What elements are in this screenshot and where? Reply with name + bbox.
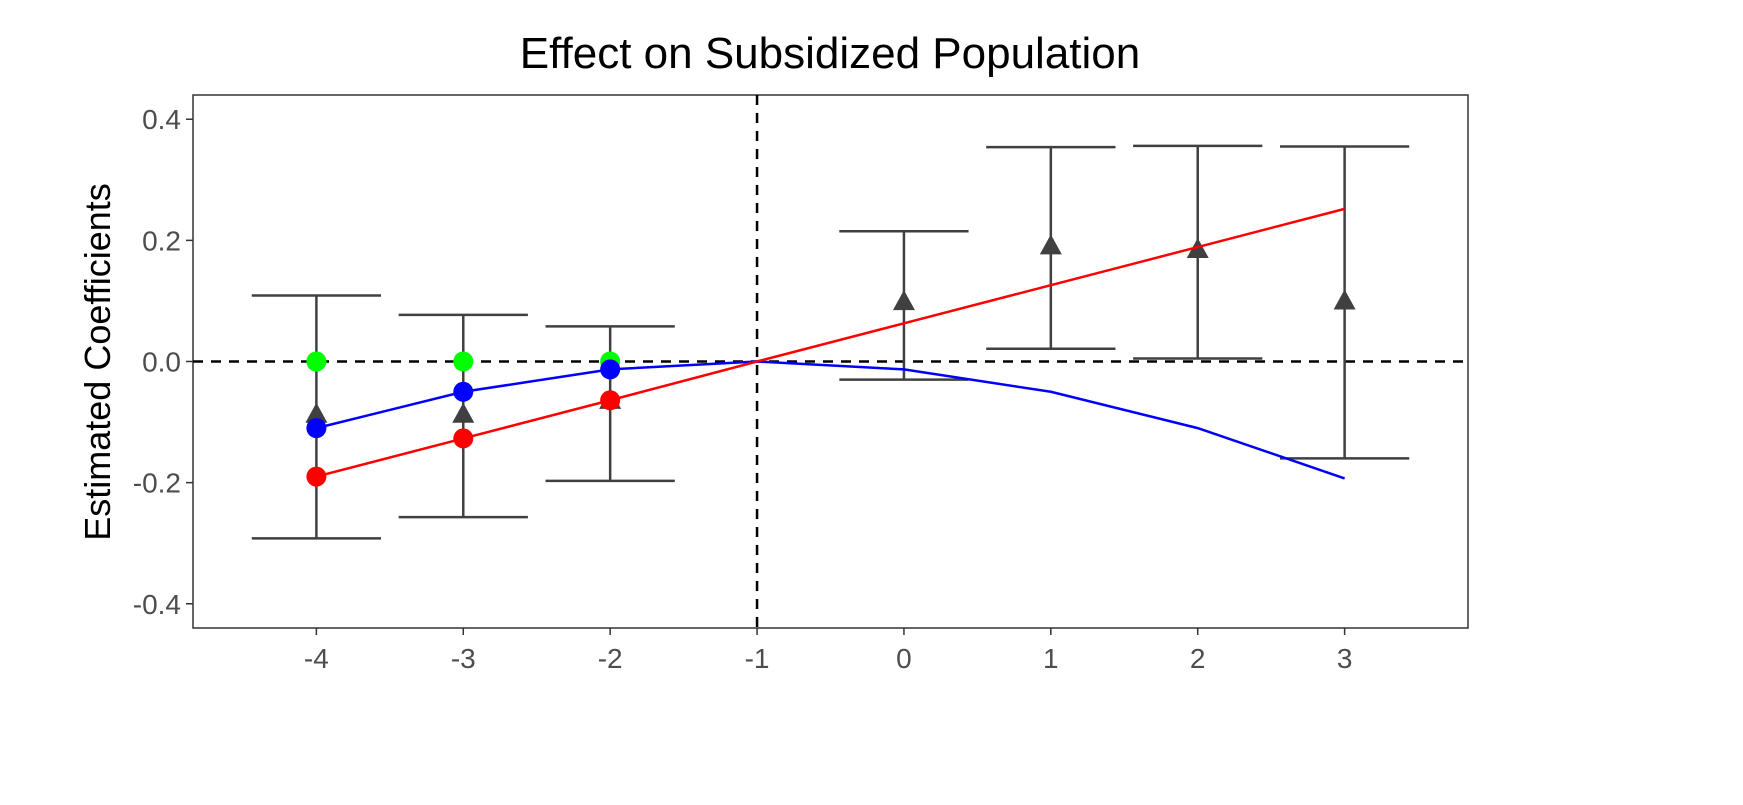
x-tick-label: 2 (1190, 643, 1206, 674)
x-tick-label: -3 (451, 643, 476, 674)
x-tick-label: 1 (1043, 643, 1059, 674)
zero-reference-point (306, 351, 327, 372)
y-tick-label: 0.0 (142, 347, 181, 378)
chart-title: Effect on Subsidized Population (520, 29, 1141, 78)
estimate-triangle-marker (1039, 234, 1062, 255)
y-tick-label: -0.4 (133, 589, 181, 620)
blue-trend-line (316, 360, 1346, 480)
zero-reference-point (453, 351, 474, 372)
estimate-triangle-marker (892, 290, 915, 311)
y-tick-label: 0.2 (142, 225, 181, 256)
x-tick-label: -4 (304, 643, 329, 674)
red-trend-point (453, 428, 474, 449)
blue-trend-point (600, 359, 621, 380)
x-tick-label: -2 (598, 643, 623, 674)
estimate-triangle-marker (452, 402, 475, 423)
blue-trend-point (306, 418, 327, 439)
blue-trend-point (453, 381, 474, 402)
estimate-triangle-marker (1333, 289, 1356, 310)
y-tick-label: -0.2 (133, 468, 181, 499)
x-tick-label: -1 (745, 643, 770, 674)
y-tick-label: 0.4 (142, 104, 181, 135)
x-tick-label: 0 (896, 643, 912, 674)
x-tick-label: 3 (1337, 643, 1353, 674)
red-trend-point (600, 390, 621, 411)
estimate-triangle-marker (305, 402, 328, 423)
y-axis-label: Estimated Coefficients (77, 183, 118, 541)
red-trend-point (306, 466, 327, 487)
red-trend-line (316, 207, 1345, 478)
